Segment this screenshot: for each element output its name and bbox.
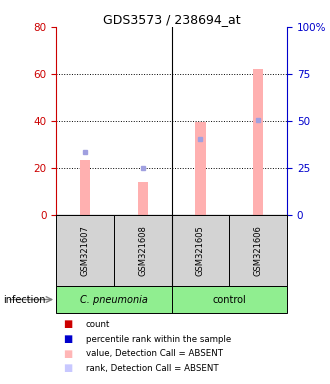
Text: infection: infection	[3, 295, 46, 305]
Bar	[253, 69, 263, 215]
Text: ■: ■	[63, 319, 72, 329]
Text: control: control	[213, 295, 246, 305]
Title: GDS3573 / 238694_at: GDS3573 / 238694_at	[103, 13, 241, 26]
Text: C. pneumonia: C. pneumonia	[80, 295, 148, 305]
Bar	[80, 160, 90, 215]
Text: GSM321608: GSM321608	[138, 225, 147, 276]
Text: GSM321606: GSM321606	[254, 225, 263, 276]
Text: rank, Detection Call = ABSENT: rank, Detection Call = ABSENT	[86, 364, 218, 373]
Bar	[138, 182, 148, 215]
Bar	[114, 215, 172, 286]
Bar	[56, 215, 114, 286]
Text: GSM321605: GSM321605	[196, 225, 205, 276]
Text: count: count	[86, 320, 110, 329]
Bar	[56, 286, 172, 313]
Text: value, Detection Call = ABSENT: value, Detection Call = ABSENT	[86, 349, 223, 358]
Bar	[195, 122, 206, 215]
Text: GSM321607: GSM321607	[81, 225, 89, 276]
Bar	[229, 215, 287, 286]
Bar	[172, 215, 229, 286]
Text: ■: ■	[63, 349, 72, 359]
Text: ■: ■	[63, 334, 72, 344]
Text: ■: ■	[63, 363, 72, 373]
Bar	[172, 286, 287, 313]
Text: percentile rank within the sample: percentile rank within the sample	[86, 334, 231, 344]
